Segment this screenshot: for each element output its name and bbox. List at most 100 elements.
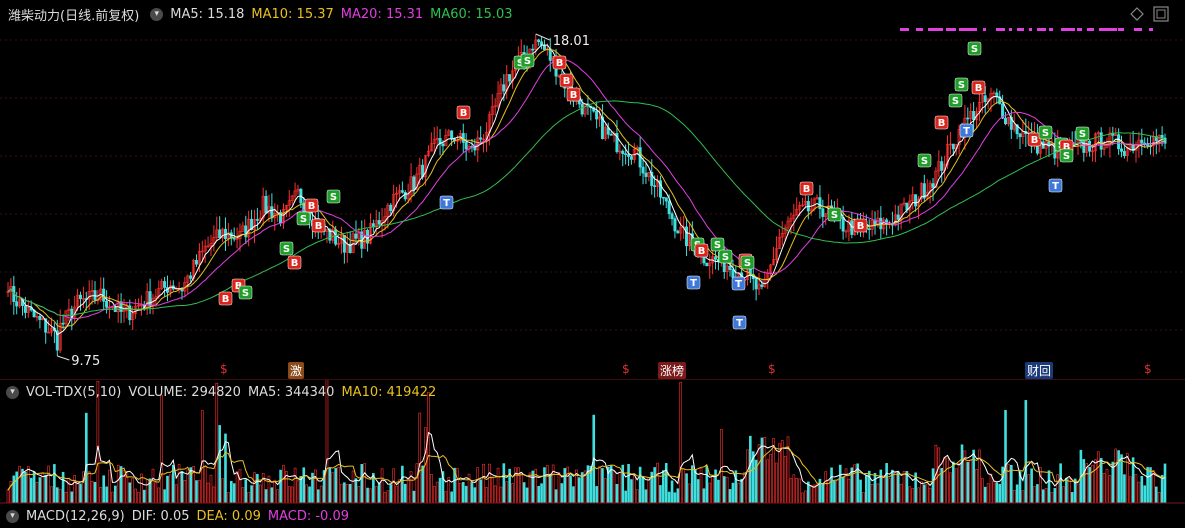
candle-body	[1015, 124, 1019, 135]
price-chart[interactable]: 18.019.75BBSSBSBBSTBSSBBBTSBSSTBTSBSBSBS…	[0, 0, 1185, 380]
chevron-down-icon[interactable]: ▾	[6, 509, 19, 523]
volume-bar	[166, 475, 169, 504]
candle-body	[325, 229, 329, 232]
volume-bar	[760, 437, 764, 504]
candle-body	[624, 153, 628, 155]
event-mark-s[interactable]: $	[1144, 362, 1152, 376]
volume-bar	[894, 472, 897, 504]
volume-bar	[61, 471, 65, 504]
candle-body	[774, 248, 778, 260]
volume-bar	[128, 482, 132, 504]
buy-signal-label: B	[315, 221, 323, 232]
event-mark-s[interactable]: $	[220, 362, 228, 376]
candle-body	[250, 218, 254, 231]
volume-bar	[67, 477, 71, 504]
event-tag-ji[interactable]: 激	[288, 362, 305, 379]
buy-signal-label: B	[563, 76, 571, 87]
volume-bar	[688, 483, 691, 504]
volume-bar	[1062, 486, 1065, 504]
candle-body	[1001, 103, 1005, 119]
sell-signal-marker	[710, 237, 725, 252]
event-mark-s[interactable]: $	[768, 362, 776, 376]
candle-body	[281, 209, 285, 224]
candle-body	[374, 220, 378, 228]
volume-bar	[35, 482, 39, 504]
volume-bar	[966, 462, 970, 504]
candle-body	[914, 194, 918, 207]
volume-bar	[470, 482, 474, 504]
volume-bar	[1070, 492, 1074, 504]
volume-bar	[102, 475, 105, 504]
volume-bar	[459, 482, 462, 504]
volume-bar	[113, 485, 117, 504]
chevron-down-icon[interactable]: ▾	[6, 385, 19, 399]
candle-body	[409, 176, 413, 196]
volume-bar	[1097, 451, 1100, 504]
volume-bar	[302, 467, 306, 504]
volume-bar	[389, 484, 393, 504]
signal-strip-dash	[900, 28, 909, 31]
volume-bar	[348, 483, 352, 504]
signal-strip-dash	[936, 28, 943, 31]
macd-dif: DIF: 0.05	[131, 508, 190, 524]
sell-signal-marker	[954, 77, 969, 92]
volume-bar	[1030, 468, 1033, 504]
candle-body	[809, 208, 813, 212]
diamond-icon[interactable]	[1129, 6, 1145, 22]
volume-bar	[505, 481, 509, 504]
volume-bar	[496, 467, 500, 504]
volume-bar	[696, 479, 700, 504]
candle-body	[1160, 135, 1164, 139]
volume-bar	[421, 465, 424, 504]
candle-body	[241, 225, 245, 232]
volume-bar	[1120, 454, 1123, 504]
candle-body	[801, 204, 805, 207]
candle-body	[966, 117, 970, 120]
candle-body	[406, 194, 410, 200]
candle-body	[415, 173, 419, 191]
event-tag-caihui[interactable]: 财回	[1025, 362, 1054, 379]
volume-bar	[888, 478, 891, 504]
candle-body	[769, 264, 773, 274]
buy-signal-label: B	[291, 258, 299, 269]
volume-chart[interactable]	[0, 380, 1185, 504]
volume-bar	[949, 472, 952, 504]
candle-body	[615, 133, 619, 152]
vol-ma10: MA10: 419422	[341, 384, 437, 400]
candle-body	[400, 190, 404, 193]
signal-strip-dash	[983, 28, 986, 31]
ma60-value: MA60: 15.03	[430, 6, 513, 22]
candle-body	[803, 200, 807, 206]
sell-signal-marker	[520, 53, 535, 68]
volume-bar	[604, 478, 607, 504]
volume-bar	[693, 469, 697, 504]
candle-body	[609, 133, 613, 136]
maximize-icon[interactable]	[1153, 6, 1169, 22]
volume-bar	[308, 486, 311, 504]
candle-body	[598, 116, 602, 120]
candle-body	[658, 180, 662, 198]
volume-bar	[615, 484, 619, 504]
candle-body	[23, 305, 27, 313]
volume-bar	[644, 489, 648, 504]
volume-bar	[722, 476, 726, 504]
macd-value: MACD: -0.09	[267, 508, 349, 524]
high-pointer	[535, 33, 550, 41]
volume-bar	[6, 489, 10, 504]
chevron-down-icon[interactable]: ▾	[150, 7, 164, 21]
event-tag-zhangbang[interactable]: 涨榜	[658, 362, 687, 379]
volume-bar	[595, 486, 598, 504]
volume-bar	[1155, 486, 1158, 504]
volume-bar	[392, 468, 395, 504]
sell-signal-label: S	[1063, 151, 1070, 162]
candle-body	[911, 194, 915, 202]
candle-body	[232, 237, 236, 240]
candle-body	[934, 170, 938, 188]
volume-bar	[363, 463, 366, 504]
candle-body	[731, 269, 735, 278]
volume-bar	[79, 483, 82, 504]
volume-bar	[627, 464, 630, 504]
event-mark-s[interactable]: $	[622, 362, 630, 376]
volume-bar	[401, 465, 404, 504]
ma5-value: MA5: 15.18	[170, 6, 245, 22]
